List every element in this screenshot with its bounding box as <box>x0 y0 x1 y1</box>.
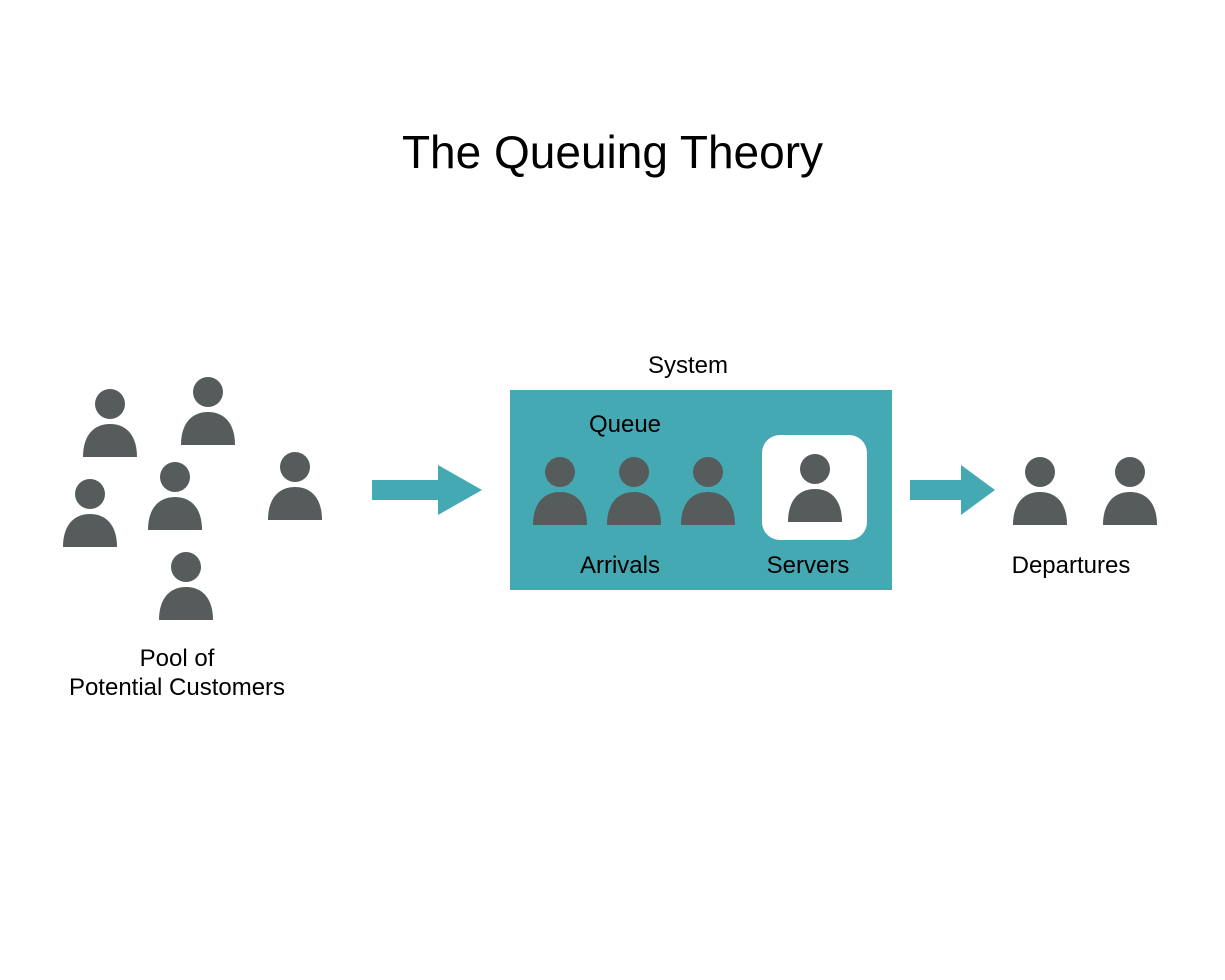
person-icon <box>60 477 120 547</box>
person-icon <box>265 450 325 520</box>
label-system: System <box>488 352 888 381</box>
person-icon <box>530 455 590 525</box>
person-icon <box>156 550 216 620</box>
arrow-right-icon <box>372 460 482 520</box>
person-icon <box>1010 455 1070 525</box>
person-icon <box>604 455 664 525</box>
label-departures: Departures <box>871 552 1225 581</box>
person-icon <box>178 375 238 445</box>
person-icon <box>785 452 845 522</box>
label-pool: Pool of Potential Customers <box>0 645 377 703</box>
label-queue: Queue <box>425 411 825 440</box>
person-icon <box>80 387 140 457</box>
arrow-right-icon <box>910 460 995 520</box>
diagram-title: The Queuing Theory <box>0 125 1225 179</box>
person-icon <box>678 455 738 525</box>
person-icon <box>1100 455 1160 525</box>
person-icon <box>145 460 205 530</box>
